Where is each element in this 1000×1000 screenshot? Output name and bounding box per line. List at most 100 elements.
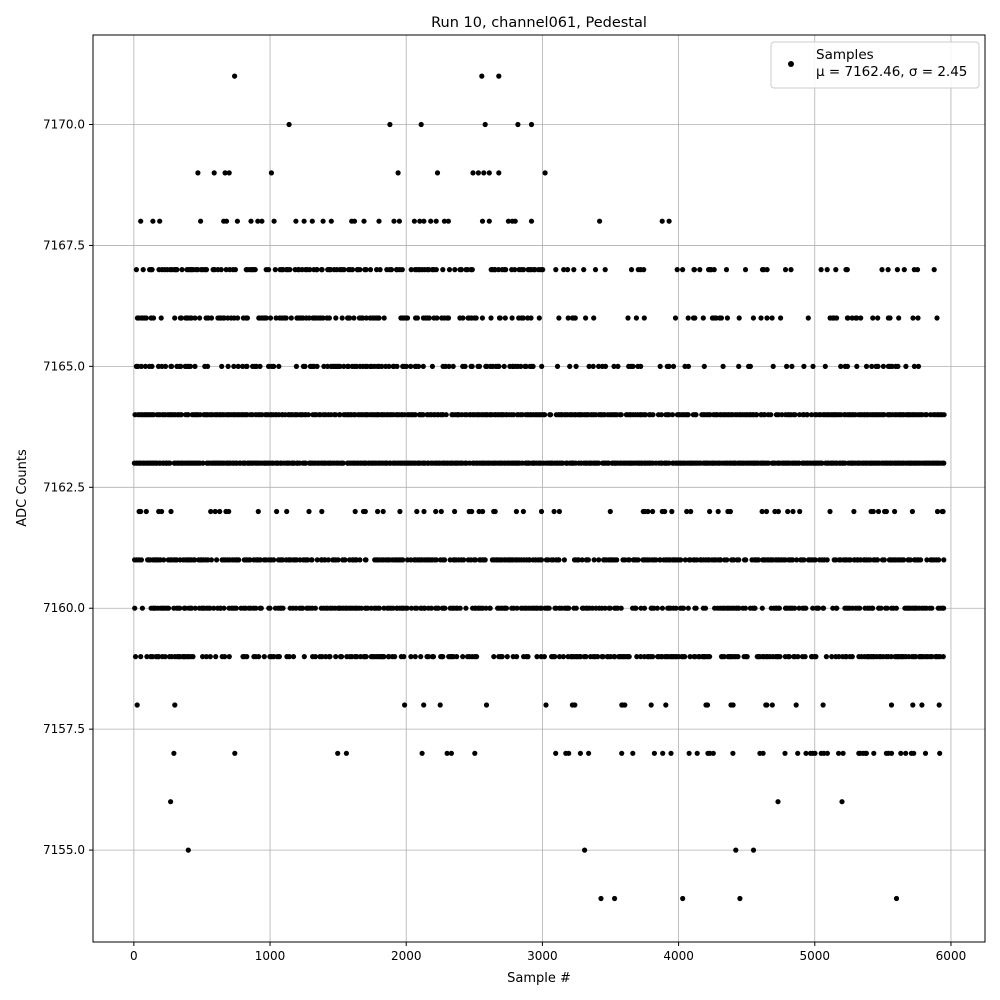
data-point xyxy=(379,363,385,369)
data-point xyxy=(575,557,582,563)
data-point xyxy=(863,750,870,756)
data-point xyxy=(511,412,517,418)
data-point xyxy=(528,218,535,224)
data-point xyxy=(779,412,785,418)
data-point xyxy=(271,557,277,563)
data-point xyxy=(280,605,286,611)
data-point xyxy=(893,895,900,902)
data-point xyxy=(226,170,232,176)
data-point xyxy=(747,363,754,369)
data-point xyxy=(501,363,507,369)
data-points xyxy=(131,73,947,902)
data-point xyxy=(744,654,750,660)
data-point xyxy=(560,654,567,660)
data-point xyxy=(473,315,479,321)
data-point xyxy=(650,412,656,418)
data-point xyxy=(475,170,481,176)
data-point xyxy=(666,218,672,224)
data-point xyxy=(823,654,830,660)
data-point xyxy=(536,315,542,321)
data-point xyxy=(258,605,264,611)
data-point xyxy=(171,750,177,756)
data-point xyxy=(736,363,742,369)
x-tick-label: 0 xyxy=(130,949,138,963)
data-point xyxy=(514,654,520,660)
data-point xyxy=(618,605,624,611)
data-point xyxy=(255,508,261,515)
data-point xyxy=(700,315,706,321)
data-point xyxy=(754,412,760,418)
data-point xyxy=(159,508,165,515)
data-point xyxy=(813,654,819,660)
data-point xyxy=(764,267,770,273)
data-point xyxy=(513,508,520,515)
data-point xyxy=(713,315,719,321)
data-point xyxy=(541,654,548,660)
data-point xyxy=(363,654,369,660)
data-point xyxy=(408,267,414,273)
data-point xyxy=(495,267,502,273)
data-point xyxy=(156,654,162,660)
data-point xyxy=(795,750,801,756)
chart-title: Run 10, channel061, Pedestal xyxy=(431,15,647,31)
data-point xyxy=(528,315,534,321)
data-point xyxy=(271,654,277,660)
data-point xyxy=(586,363,592,369)
data-point xyxy=(849,315,855,321)
data-point xyxy=(602,363,609,369)
data-point xyxy=(804,412,810,418)
data-point xyxy=(429,363,435,369)
data-point xyxy=(888,750,895,756)
data-point xyxy=(769,702,775,708)
data-point xyxy=(534,654,540,660)
data-point xyxy=(721,654,727,660)
data-point xyxy=(840,750,846,756)
data-point xyxy=(263,315,269,321)
data-point xyxy=(578,654,584,660)
data-point xyxy=(172,702,178,708)
data-point xyxy=(924,557,930,563)
data-point xyxy=(553,750,559,756)
data-point xyxy=(185,847,191,853)
data-point xyxy=(392,654,398,660)
data-point xyxy=(743,557,749,563)
data-point xyxy=(770,363,776,369)
data-point xyxy=(786,654,792,660)
plot-frame xyxy=(92,34,986,943)
data-point xyxy=(138,508,144,515)
data-point xyxy=(333,412,339,418)
data-point xyxy=(376,315,382,321)
data-point xyxy=(607,508,613,515)
data-point xyxy=(685,412,691,418)
data-point xyxy=(211,605,217,611)
data-point xyxy=(211,170,217,176)
data-point xyxy=(255,218,261,224)
data-point xyxy=(448,750,454,756)
data-point xyxy=(543,702,549,708)
data-point xyxy=(711,267,717,273)
data-point xyxy=(190,654,196,660)
data-point xyxy=(730,702,736,708)
data-point xyxy=(782,750,788,756)
data-point xyxy=(845,315,851,321)
data-point xyxy=(488,315,494,321)
data-point xyxy=(166,605,172,611)
data-point xyxy=(257,363,263,369)
data-point xyxy=(682,654,688,660)
data-point xyxy=(929,605,935,611)
data-point xyxy=(288,315,294,321)
data-point xyxy=(556,508,563,515)
data-point xyxy=(391,218,397,224)
data-point xyxy=(221,315,227,321)
data-point xyxy=(337,412,343,418)
data-point xyxy=(704,702,711,708)
data-point xyxy=(177,605,183,611)
data-point xyxy=(486,218,492,224)
data-point xyxy=(337,363,343,369)
data-point xyxy=(885,267,891,273)
data-point xyxy=(482,557,488,563)
data-point xyxy=(742,605,749,611)
data-point xyxy=(844,267,850,273)
data-point xyxy=(450,363,456,369)
